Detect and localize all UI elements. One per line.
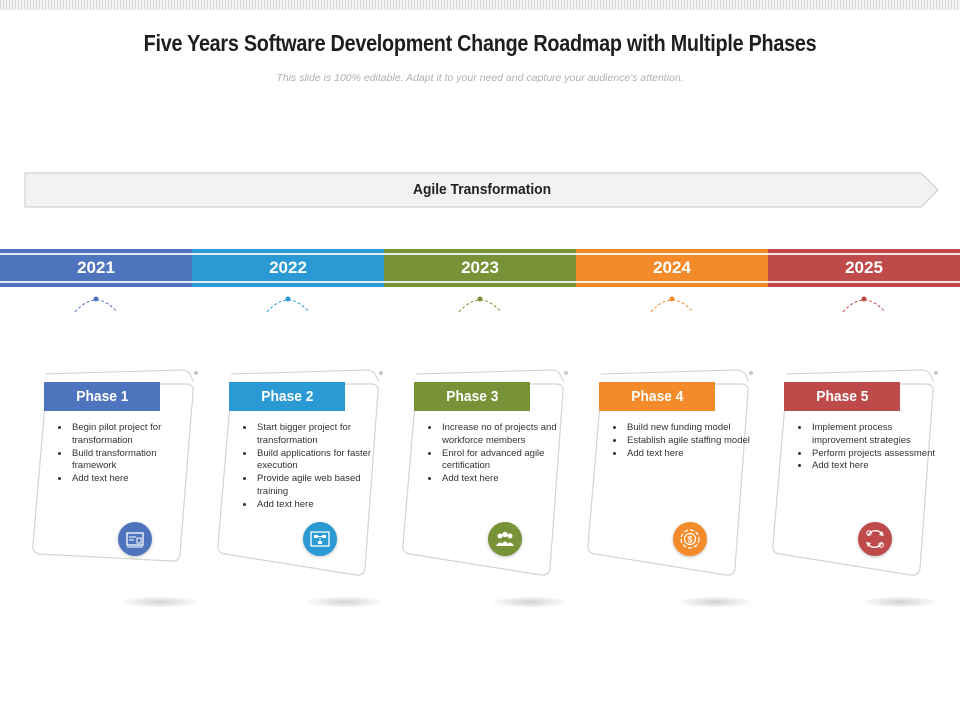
- page-title: Five Years Software Development Change R…: [143, 30, 817, 56]
- banner-label: Agile Transformation: [412, 181, 552, 198]
- phase-label-5-text: Phase 5: [815, 388, 869, 405]
- phase-bullets-2: Start bigger project for transformation …: [239, 422, 383, 512]
- connector-arc-1: [74, 296, 118, 313]
- phase-1-bullet-2: Build transformation framework: [70, 448, 198, 474]
- phase-card-4: Phase 4 Build new funding model Establis…: [585, 368, 765, 618]
- phase-label-4: Phase 4: [599, 382, 715, 411]
- phase-bullets-3: Increase no of projects and workforce me…: [424, 422, 568, 486]
- card-shadow-5: [860, 596, 940, 608]
- year-segment-1: 2021: [0, 249, 192, 287]
- year-label-4: 2024: [653, 258, 691, 277]
- svg-text:$: $: [687, 535, 692, 545]
- funding-icon: $: [673, 522, 707, 556]
- phase-bullets-4: Build new funding model Establish agile …: [609, 422, 753, 460]
- phase-4-bullet-3: Add text here: [625, 448, 753, 461]
- blueprint-icon: [118, 522, 152, 556]
- phase-card-2: Phase 2 Start bigger project for transfo…: [215, 368, 395, 618]
- phase-label-3: Phase 3: [414, 382, 530, 411]
- connector-arc-2: [266, 296, 310, 313]
- year-segment-4: 2024: [576, 249, 768, 287]
- phase-4-bullet-2: Establish agile staffing model: [625, 435, 753, 448]
- phase-5-bullet-3: Add text here: [810, 460, 938, 473]
- card-shadow-2: [305, 596, 385, 608]
- phase-label-5: Phase 5: [784, 382, 900, 411]
- phase-card-1: Phase 1 Begin pilot project for transfor…: [30, 368, 210, 618]
- phase-label-1: Phase 1: [44, 382, 160, 411]
- year-label-2: 2022: [269, 258, 307, 277]
- page-subtitle: This slide is 100% editable. Adapt it to…: [276, 72, 684, 84]
- phase-label-2-text: Phase 2: [260, 388, 314, 405]
- phase-5-bullet-1: Implement process improvement strategies: [810, 422, 938, 448]
- year-label-1: 2021: [77, 258, 115, 277]
- phase-5-bullet-2: Perform projects assessment: [810, 448, 938, 461]
- phase-4-bullet-1: Build new funding model: [625, 422, 753, 435]
- phase-card-5: Phase 5 Implement process improvement st…: [770, 368, 950, 618]
- phase-label-3-text: Phase 3: [445, 388, 499, 405]
- year-timeline-bar: 2021 2022 2023 2024 2025: [0, 249, 960, 287]
- phase-2-bullet-4: Add text here: [255, 499, 383, 512]
- phase-3-bullet-3: Add text here: [440, 473, 568, 486]
- phase-label-4-text: Phase 4: [630, 388, 684, 405]
- phase-2-bullet-3: Provide agile web based training: [255, 473, 383, 499]
- connector-arc-3: [458, 296, 502, 313]
- team-icon: [488, 522, 522, 556]
- year-label-3: 2023: [461, 258, 499, 277]
- card-shadow-3: [490, 596, 570, 608]
- phase-1-bullet-3: Add text here: [70, 473, 198, 486]
- phase-label-2: Phase 2: [229, 382, 345, 411]
- phase-3-bullet-2: Enrol for advanced agile certification: [440, 448, 568, 474]
- phase-3-bullet-1: Increase no of projects and workforce me…: [440, 422, 568, 448]
- year-segment-5: 2025: [768, 249, 960, 287]
- year-label-5: 2025: [845, 258, 883, 277]
- connector-arc-4: [650, 296, 694, 313]
- flowchart-icon: [303, 522, 337, 556]
- year-segment-2: 2022: [192, 249, 384, 287]
- phase-2-bullet-2: Build applications for faster execution: [255, 448, 383, 474]
- phase-label-1-text: Phase 1: [75, 388, 129, 405]
- banner-arrow-shape: [24, 172, 939, 208]
- top-decorative-stripe: [0, 0, 960, 10]
- phase-1-bullet-1: Begin pilot project for transformation: [70, 422, 198, 448]
- connector-arc-5: [842, 296, 886, 313]
- phase-bullets-1: Begin pilot project for transformation B…: [54, 422, 198, 486]
- phase-bullets-5: Implement process improvement strategies…: [794, 422, 938, 473]
- phase-card-3: Phase 3 Increase no of projects and work…: [400, 368, 580, 618]
- card-shadow-4: [675, 596, 755, 608]
- phase-2-bullet-1: Start bigger project for transformation: [255, 422, 383, 448]
- process-cycle-icon: [858, 522, 892, 556]
- card-shadow-1: [120, 596, 200, 608]
- year-segment-3: 2023: [384, 249, 576, 287]
- agile-transformation-banner: Agile Transformation: [24, 172, 940, 208]
